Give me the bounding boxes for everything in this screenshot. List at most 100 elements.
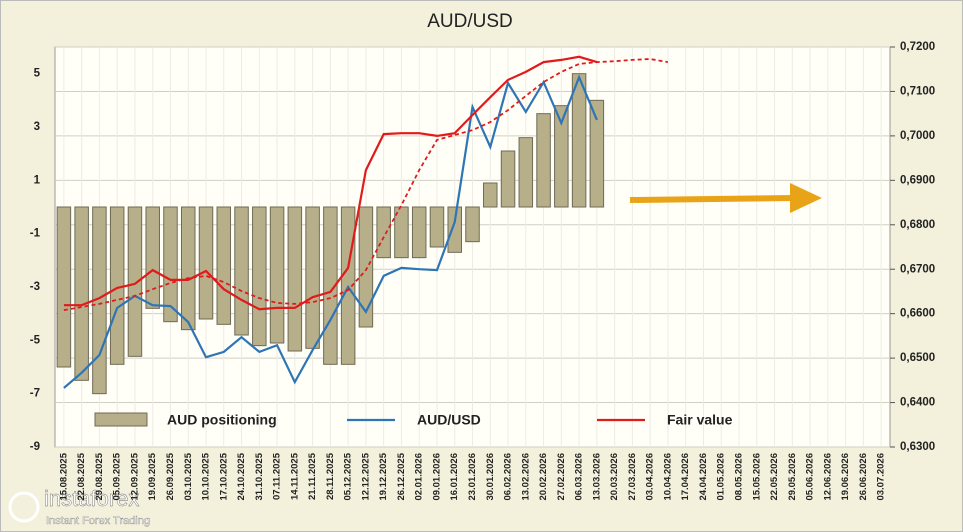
bar [216,206,232,325]
x-tick-label: 20.02.2026 [538,453,549,501]
y2-tick-label: 0,6400 [900,397,935,409]
x-tick-label: 05.12.2025 [343,452,354,500]
bar [269,206,285,344]
x-tick-label: 19.06.2026 [840,453,851,501]
y2-tick-label: 0,6800 [900,219,935,231]
y2-tick-label: 0,6300 [900,441,935,453]
x-tick-label: 29.05.2026 [787,453,798,501]
legend-label: AUD positioning [167,412,277,428]
x-tick-label: 16.01.2026 [449,453,460,501]
y-tick-label: 5 [34,68,41,80]
bar [74,206,89,381]
x-tick-label: 21.11.2025 [307,452,318,500]
bar [394,206,409,259]
marks [56,55,669,395]
bar [483,182,498,208]
bar [163,206,178,323]
y2-tick-label: 0,6600 [900,308,935,320]
x-tick-label: 28.11.2025 [325,452,336,500]
x-tick-label: 20.03.2026 [609,453,620,501]
bar [109,206,125,365]
watermark: instaforex Instant Forex Trading [8,486,150,527]
x-tick-label: 22.08.2025 [76,452,87,500]
x-tick-label: 05.09.2025 [112,452,123,500]
bar [500,150,516,208]
y-tick-label: -3 [30,281,40,293]
x-tick-label: 03.04.2026 [645,453,656,501]
trend-line [63,58,669,311]
legend-swatch [94,412,148,427]
x-tick-label: 12.09.2025 [129,452,140,500]
y2-tick-label: 0,6700 [900,263,935,275]
y2-tick-label: 0,7000 [900,130,935,142]
y2-tick-label: 0,6500 [900,352,935,364]
arrow-head [790,183,822,213]
line [63,55,598,311]
bar [145,206,160,309]
legend-label: AUD/USD [417,412,481,428]
bar [429,206,445,248]
bar [358,206,374,328]
y-tick-label: -9 [30,441,40,453]
x-tick-label: 10.04.2026 [662,453,673,501]
bar [198,206,214,320]
x-tick-label: 03.07.2026 [876,453,887,501]
x-tick-label: 15.08.2025 [58,452,69,500]
x-tick-label: 19.09.2025 [147,452,158,500]
bar [252,206,267,347]
x-tick-label: 02.01.2026 [414,453,425,501]
x-tick-label: 01.05.2026 [716,453,727,501]
x-tick-label: 06.02.2026 [503,453,514,501]
bar [465,206,480,243]
x-tick-label: 13.03.2026 [591,453,602,501]
x-tick-label: 07.11.2025 [272,452,283,500]
x-tick-label: 08.05.2026 [734,453,745,501]
bar [376,206,391,259]
x-tick-label: 27.02.2026 [556,453,567,501]
y-tick-label: -5 [30,334,41,346]
x-tick-label: 26.12.2025 [396,452,407,500]
x-tick-label: 12.06.2026 [822,453,833,501]
bar [589,99,605,208]
line [63,74,598,389]
x-tick-label: 27.03.2026 [627,453,638,501]
tagline: Instant Forex Trading [46,515,150,527]
y-tick-label: 1 [34,174,41,186]
x-tick-label: 31.10.2025 [254,452,265,500]
chart-title: AUD/USD [427,11,513,32]
x-tick-label: 14.11.2025 [289,452,300,500]
bar [234,206,249,336]
legend-label: Fair value [667,412,733,428]
x-tick-label: 12.12.2025 [360,452,371,500]
bar [536,113,551,208]
x-tick-label: 22.05.2026 [769,453,780,501]
y2-tick-label: 0,6900 [900,174,935,186]
x-tick-label: 24.04.2026 [698,453,709,501]
forecast-arrow [629,183,822,213]
x-tick-label: 26.06.2026 [858,453,869,501]
x-tick-label: 05.06.2026 [805,453,816,501]
bar [554,105,569,208]
x-tick-label: 23.01.2026 [467,453,478,501]
y-tick-label: -7 [30,388,40,400]
x-tick-label: 03.10.2025 [183,452,194,500]
arrow-shaft [629,195,796,203]
bar [56,206,72,368]
x-tick-label: 09.01.2026 [431,453,442,501]
x-tick-label: 24.10.2025 [236,452,247,500]
bar [287,206,303,352]
x-tick-label: 26.09.2025 [165,452,176,500]
x-tick-label: 19.12.2025 [378,452,389,500]
x-tick-label: 06.03.2026 [574,453,585,501]
x-tick-label: 17.10.2025 [218,452,229,500]
x-tick-label: 29.08.2025 [94,452,105,500]
x-tick-label: 13.02.2026 [520,453,531,501]
y2-tick-label: 0,7200 [900,41,935,53]
legend: AUD positioning AUD/USD Fair value [94,412,733,428]
bar [411,206,427,259]
bar [305,206,320,349]
bar [518,137,534,208]
x-tick-label: 17.04.2026 [680,453,691,501]
bar [127,206,143,357]
